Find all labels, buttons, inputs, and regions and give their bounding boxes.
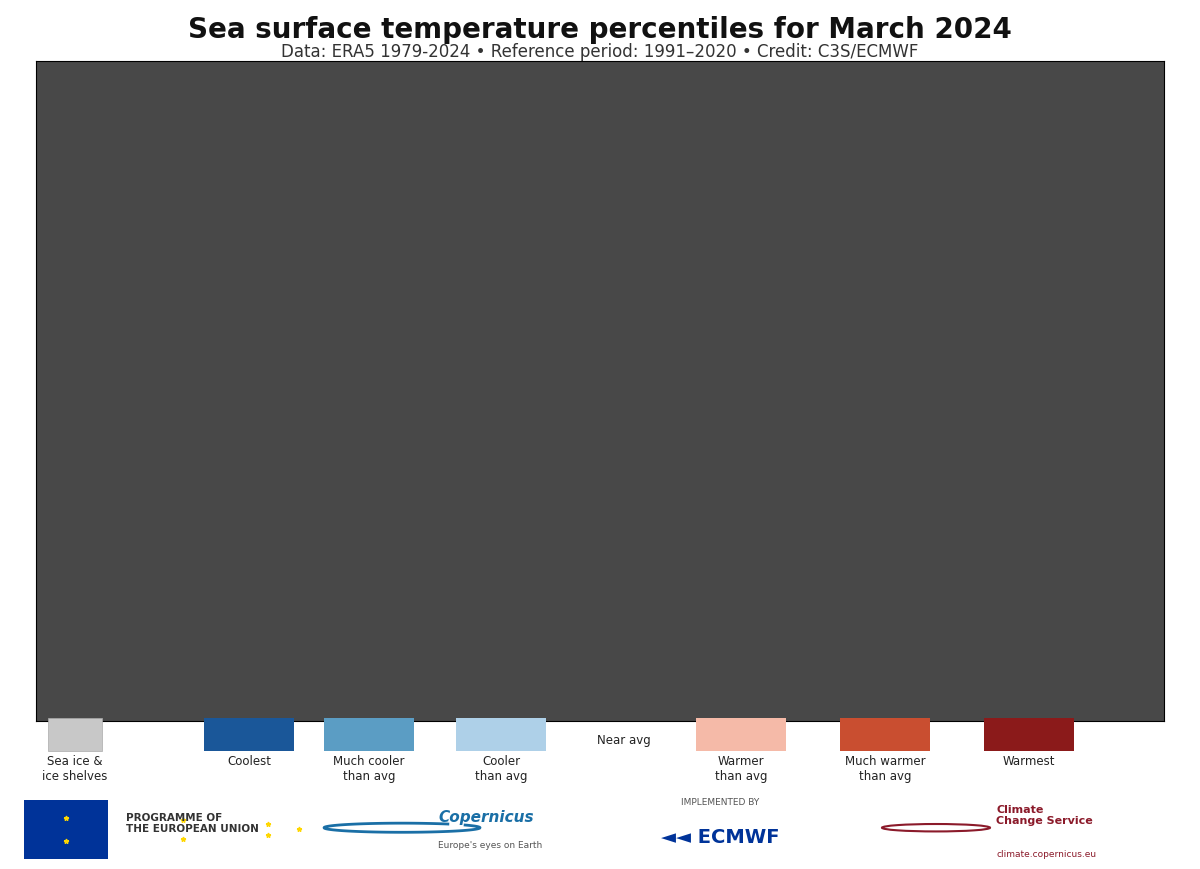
Text: Data: ERA5 1979-2024 • Reference period: 1991–2020 • Credit: C3S/ECMWF: Data: ERA5 1979-2024 • Reference period:…: [281, 43, 919, 61]
Text: Coolest: Coolest: [227, 755, 271, 768]
Text: Climate
Change Service: Climate Change Service: [996, 805, 1093, 826]
Text: Sea ice &
ice shelves: Sea ice & ice shelves: [42, 755, 107, 784]
Text: Near avg: Near avg: [598, 734, 650, 747]
Bar: [48, 719, 102, 751]
Bar: [456, 719, 546, 751]
Bar: [204, 719, 294, 751]
Text: Sea surface temperature percentiles for March 2024: Sea surface temperature percentiles for …: [188, 17, 1012, 44]
Bar: [324, 719, 414, 751]
Text: ◄◄ ECMWF: ◄◄ ECMWF: [661, 828, 779, 847]
Text: PROGRAMME OF
THE EUROPEAN UNION: PROGRAMME OF THE EUROPEAN UNION: [126, 813, 259, 834]
Text: IMPLEMENTED BY: IMPLEMENTED BY: [680, 799, 760, 807]
Bar: [696, 719, 786, 751]
Text: Copernicus: Copernicus: [438, 810, 534, 826]
Text: Warmer
than avg: Warmer than avg: [715, 755, 767, 784]
Text: Much warmer
than avg: Much warmer than avg: [845, 755, 925, 784]
Text: climate.copernicus.eu: climate.copernicus.eu: [996, 850, 1096, 859]
Bar: [840, 719, 930, 751]
Text: Much cooler
than avg: Much cooler than avg: [334, 755, 404, 784]
Bar: [24, 799, 108, 859]
Text: Warmest: Warmest: [1003, 755, 1055, 768]
Text: Europe's eyes on Earth: Europe's eyes on Earth: [438, 841, 542, 851]
Bar: [984, 719, 1074, 751]
Text: Cooler
than avg: Cooler than avg: [475, 755, 527, 784]
